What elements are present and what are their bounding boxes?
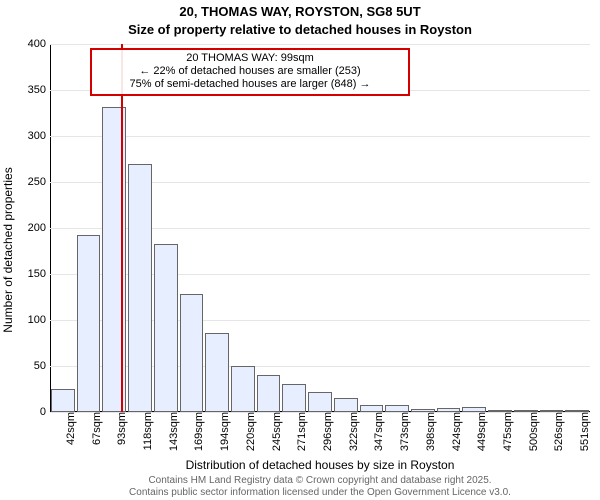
histogram-bar — [205, 333, 229, 412]
y-tick-label: 350 — [28, 84, 50, 96]
histogram-bar — [334, 398, 358, 412]
x-tick-label: 424sqm — [449, 412, 463, 462]
histogram-bar — [128, 164, 152, 412]
y-tick-label: 0 — [40, 406, 50, 418]
x-tick-label: 67sqm — [89, 412, 103, 462]
y-tick-label: 100 — [28, 314, 50, 326]
callout-box: 20 THOMAS WAY: 99sqm← 22% of detached ho… — [90, 48, 410, 96]
histogram-bar — [77, 235, 101, 412]
x-tick-label: 500sqm — [526, 412, 540, 462]
footer-line2: Contains public sector information licen… — [129, 487, 511, 498]
x-tick-label: 169sqm — [191, 412, 205, 462]
x-tick-label: 118sqm — [140, 412, 154, 462]
x-tick-label: 398sqm — [423, 412, 437, 462]
footer-attribution: Contains HM Land Registry data © Crown c… — [50, 475, 590, 498]
footer-line1: Contains HM Land Registry data © Crown c… — [148, 475, 491, 486]
y-tick-label: 400 — [28, 38, 50, 50]
x-tick-label: 322sqm — [346, 412, 360, 462]
x-tick-label: 449sqm — [474, 412, 488, 462]
chart-subtitle: Size of property relative to detached ho… — [0, 22, 600, 37]
x-tick-label: 220sqm — [243, 412, 257, 462]
callout-line1: 20 THOMAS WAY: 99sqm — [186, 52, 314, 64]
histogram-bar — [231, 366, 255, 412]
x-tick-label: 271sqm — [294, 412, 308, 462]
x-tick-label: 347sqm — [371, 412, 385, 462]
chart-title: 20, THOMAS WAY, ROYSTON, SG8 5UT — [0, 4, 600, 19]
histogram-bar — [360, 405, 384, 412]
histogram-bar — [180, 294, 204, 412]
gridline — [50, 136, 590, 137]
histogram-bar — [102, 107, 126, 412]
y-tick-label: 200 — [28, 222, 50, 234]
x-tick-label: 42sqm — [63, 412, 77, 462]
y-tick-label: 50 — [34, 360, 50, 372]
reference-line — [121, 44, 123, 412]
x-tick-label: 475sqm — [500, 412, 514, 462]
histogram-bar — [154, 244, 178, 412]
y-tick-label: 150 — [28, 268, 50, 280]
y-tick-label: 250 — [28, 176, 50, 188]
x-tick-label: 245sqm — [269, 412, 283, 462]
chart-container: { "title": { "main": "20, THOMAS WAY, RO… — [0, 0, 600, 500]
x-tick-label: 194sqm — [217, 412, 231, 462]
callout-line2: ← 22% of detached houses are smaller (25… — [139, 65, 360, 77]
x-tick-label: 551sqm — [577, 412, 591, 462]
x-axis-label: Distribution of detached houses by size … — [50, 458, 590, 472]
histogram-bar — [257, 375, 281, 412]
x-tick-label: 143sqm — [166, 412, 180, 462]
x-tick-label: 93sqm — [114, 412, 128, 462]
x-tick-label: 526sqm — [551, 412, 565, 462]
histogram-bar — [282, 384, 306, 412]
x-tick-label: 296sqm — [320, 412, 334, 462]
gridline — [50, 44, 590, 45]
histogram-bar — [385, 405, 409, 412]
histogram-bar — [308, 392, 332, 412]
y-axis-label: Number of detached properties — [1, 167, 15, 332]
histogram-bar — [51, 389, 75, 412]
x-tick-label: 373sqm — [397, 412, 411, 462]
plot-area: 05010015020025030035040042sqm67sqm93sqm1… — [50, 44, 590, 412]
callout-line3: 75% of semi-detached houses are larger (… — [130, 78, 371, 90]
y-tick-label: 300 — [28, 130, 50, 142]
